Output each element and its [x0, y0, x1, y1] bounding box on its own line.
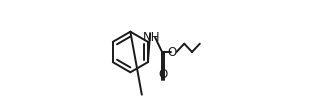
Text: NH: NH [142, 31, 160, 44]
Text: O: O [158, 68, 168, 81]
Text: O: O [168, 46, 177, 58]
